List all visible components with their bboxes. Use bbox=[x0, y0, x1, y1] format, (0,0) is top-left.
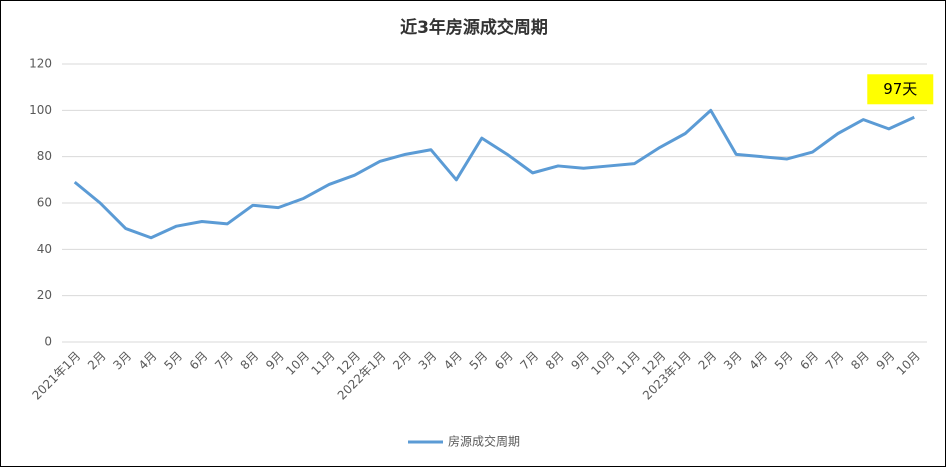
y-tick-label: 100 bbox=[29, 103, 52, 117]
annotation-box bbox=[867, 74, 934, 105]
y-tick-label: 120 bbox=[29, 57, 52, 71]
y-tick-label: 20 bbox=[37, 288, 52, 302]
chart-title: 近3年房源成交周期 bbox=[400, 17, 548, 38]
y-tick-label: 0 bbox=[44, 335, 52, 349]
y-tick-label: 80 bbox=[37, 149, 52, 163]
legend-label: 房源成交周期 bbox=[448, 434, 520, 449]
line bbox=[73, 108, 915, 240]
annotation: 97天 bbox=[883, 80, 917, 98]
y-tick-label: 60 bbox=[37, 196, 52, 210]
y-tick-label: 40 bbox=[37, 242, 52, 256]
